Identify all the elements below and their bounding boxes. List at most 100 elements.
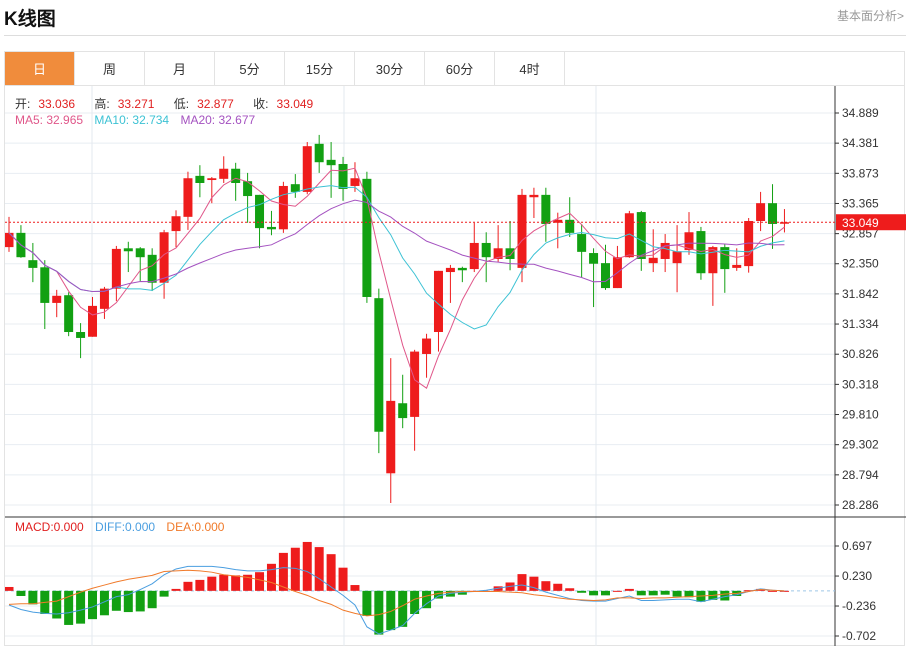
macd-bar — [433, 590, 443, 599]
candle-body — [660, 242, 670, 259]
price-tick-label: 33.873 — [842, 166, 879, 180]
candle-body — [410, 351, 420, 417]
tab-30min[interactable]: 30分 — [355, 52, 425, 85]
candle-body — [768, 203, 778, 224]
macd-bar — [374, 590, 384, 635]
price-tick-label: 30.826 — [842, 347, 879, 361]
price-tick-label: 29.302 — [842, 438, 879, 452]
macd-bar — [135, 590, 145, 612]
candle-body — [457, 267, 467, 271]
macd-bar — [398, 590, 408, 627]
candle-body — [350, 178, 360, 186]
open-label: 开: — [15, 97, 31, 111]
price-tick-label: 32.350 — [842, 257, 879, 271]
candle-body — [684, 232, 694, 251]
candle-body — [529, 194, 539, 198]
tab-week[interactable]: 周 — [75, 52, 145, 85]
candle-body — [445, 267, 455, 273]
macd-bar — [195, 579, 205, 591]
candle-body — [541, 194, 551, 224]
fundamental-analysis-link[interactable]: 基本面分析> — [836, 9, 904, 23]
dea-line — [8, 569, 785, 617]
macd-bar — [255, 572, 265, 591]
close-label: 收: — [253, 97, 269, 111]
ma20-line — [8, 199, 785, 293]
macd-bar — [624, 588, 634, 591]
candle-body — [40, 267, 50, 303]
low-value: 32.877 — [197, 97, 234, 111]
macd-bar — [314, 547, 324, 591]
price-tick-label: 34.381 — [842, 136, 879, 150]
candle-body — [720, 247, 730, 270]
chart-canvas[interactable]: 34.88934.38133.87333.36532.85732.35031.8… — [5, 86, 906, 646]
tab-5min[interactable]: 5分 — [215, 52, 285, 85]
candle-body — [243, 181, 253, 197]
macd-bar — [386, 590, 396, 631]
candle-body — [111, 248, 121, 289]
candle-body — [99, 288, 109, 309]
candle-body — [433, 270, 443, 333]
macd-bar — [243, 574, 253, 591]
kline-chart[interactable]: 34.889 34.381 33.873 33.365 32.857 32.350 31.8… — [4, 86, 906, 646]
macd-bar — [326, 554, 336, 591]
open-value: 33.036 — [38, 97, 76, 111]
candle-body — [553, 219, 563, 223]
low-label: 低: — [173, 97, 190, 111]
macd-bar — [457, 590, 467, 595]
candle-body — [52, 295, 62, 303]
candle-body — [231, 168, 241, 183]
diff-value: DIFF:0.000 — [95, 520, 156, 534]
candle-body — [374, 298, 384, 432]
candle-body — [255, 194, 265, 229]
candle-body — [589, 253, 599, 264]
candle-body — [266, 226, 276, 230]
tab-15min[interactable]: 15分 — [285, 52, 355, 85]
macd-bar — [147, 590, 157, 609]
macd-bar — [541, 581, 551, 591]
candle-body — [517, 194, 527, 268]
candle-body — [744, 220, 754, 267]
candle-body — [779, 222, 789, 224]
high-value: 33.271 — [117, 97, 155, 111]
macd-bar — [123, 590, 133, 613]
high-label: 高: — [94, 97, 110, 111]
candle-body — [732, 264, 742, 268]
candle-body — [672, 251, 682, 264]
tab-60min[interactable]: 60分 — [425, 52, 495, 85]
macd-bar — [88, 590, 98, 620]
tab-4hour[interactable]: 4时 — [495, 52, 565, 85]
macd-tick-label: 0.230 — [842, 569, 872, 583]
page-title: K线图 — [4, 9, 56, 30]
tab-month[interactable]: 月 — [145, 52, 215, 85]
macd-bar — [612, 590, 622, 592]
candle-body — [636, 212, 646, 259]
price-tick-label: 30.318 — [842, 377, 879, 391]
candle-body — [195, 175, 205, 183]
candle-body — [88, 305, 98, 337]
tab-day[interactable]: 日 — [5, 52, 75, 85]
price-tick-label: 34.889 — [842, 106, 879, 120]
macd-bar — [529, 576, 539, 591]
candle-body — [219, 168, 229, 179]
last-price-label: 33.049 — [842, 216, 879, 230]
macd-bar — [183, 581, 193, 591]
ma10-value: MA10: 32.734 — [94, 113, 170, 127]
candle-body — [565, 219, 575, 233]
candle-body — [5, 232, 14, 248]
macd-bar — [338, 567, 348, 591]
candle-body — [422, 338, 432, 354]
candle-body — [648, 257, 658, 264]
macd-bar — [266, 563, 276, 591]
macd-bar — [290, 547, 300, 591]
macd-bar — [231, 575, 241, 591]
candle-body — [278, 185, 288, 230]
candle-body — [28, 260, 38, 268]
price-tick-label: 31.842 — [842, 287, 879, 301]
candle-body — [314, 143, 324, 163]
macd-bar — [171, 588, 181, 591]
macd-bar — [76, 590, 86, 624]
period-tabs: 日 周 月 5分 15分 30分 60分 4时 — [4, 51, 905, 86]
candle-body — [326, 159, 336, 166]
price-tick-label: 33.365 — [842, 196, 879, 210]
macd-bar — [278, 552, 288, 591]
